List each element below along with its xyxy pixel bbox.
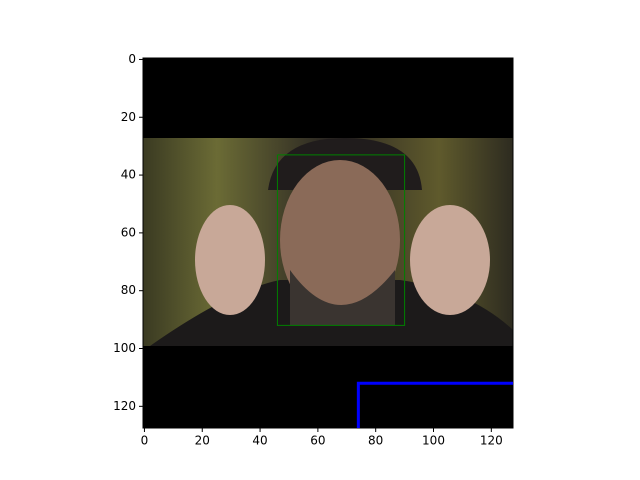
x-tick-label: 100 (422, 434, 445, 448)
y-tick-label: 40 (121, 168, 136, 182)
x-tick-label: 80 (368, 434, 383, 448)
y-tick-label: 80 (121, 283, 136, 297)
x-tick-label: 20 (195, 434, 210, 448)
photo-hand (195, 205, 265, 315)
photo-face (280, 160, 400, 320)
x-tick-label: 120 (480, 434, 503, 448)
detection-box (276, 154, 406, 326)
y-tick-label: 20 (121, 110, 136, 124)
axes-frame (142, 57, 514, 429)
photo-hand (410, 205, 490, 315)
y-tick-label: 100 (113, 341, 136, 355)
x-tick-label: 0 (141, 434, 149, 448)
image (143, 58, 513, 428)
photo-beard (290, 270, 395, 325)
y-tick-label: 120 (113, 399, 136, 413)
y-tick-label: 60 (121, 225, 136, 239)
overlay-line (356, 381, 513, 428)
y-tick-label: 0 (128, 52, 136, 66)
x-tick-label: 40 (252, 434, 267, 448)
x-tick-label: 60 (310, 434, 325, 448)
